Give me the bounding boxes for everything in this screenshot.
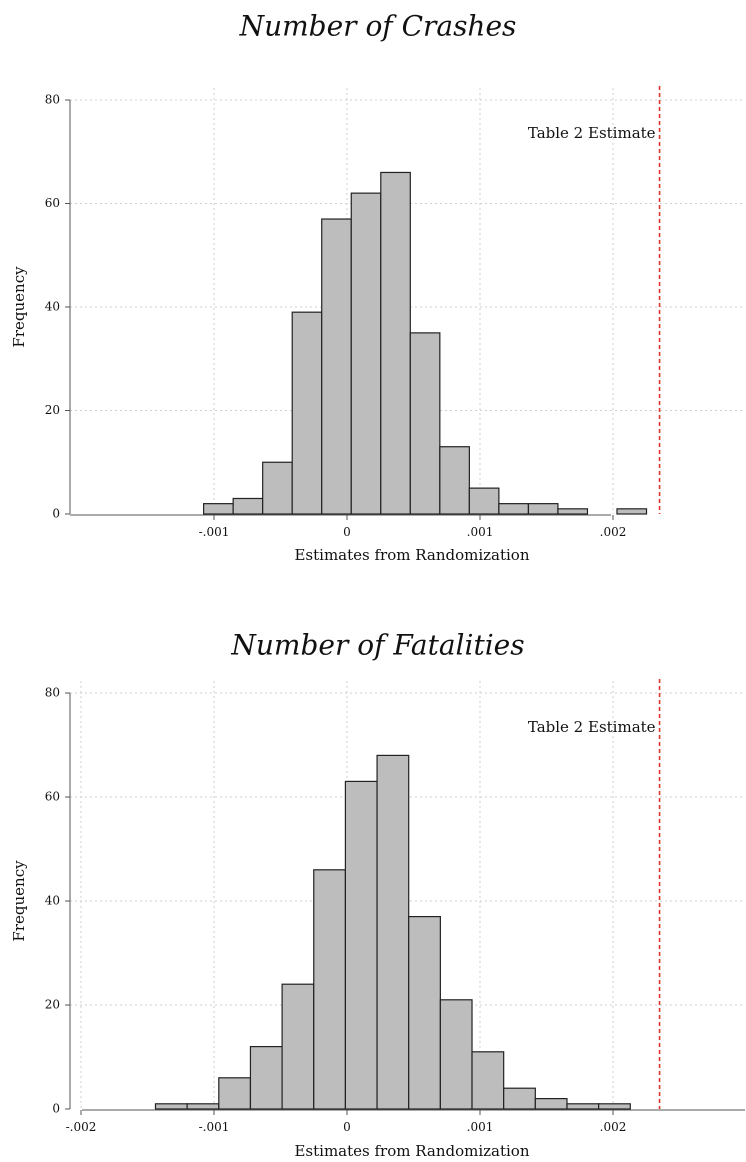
x-tick-label: 0 <box>343 525 351 539</box>
y-tick-label: 80 <box>45 686 60 700</box>
x-axis-label: Estimates from Randomization <box>294 1142 529 1160</box>
x-tick-label: .002 <box>600 525 627 539</box>
histogram-bar <box>498 503 530 515</box>
histogram-bar <box>232 497 264 515</box>
reference-line-label: Table 2 Estimate <box>528 718 656 736</box>
histogram-bar <box>439 446 470 515</box>
histogram-bar <box>350 192 382 515</box>
histogram-bar <box>527 503 559 515</box>
y-tick-label: 60 <box>45 196 60 210</box>
histogram-bar <box>503 1087 536 1110</box>
histogram-bar <box>218 1077 252 1110</box>
x-tick-label: 0 <box>343 1120 351 1134</box>
y-tick-label: 40 <box>45 300 60 314</box>
histogram-bar <box>313 869 347 1110</box>
x-tick-label: .001 <box>467 525 494 539</box>
y-tick-label: 20 <box>45 998 60 1012</box>
fatalities-histogram-panel: Number of Fatalities 0 20 40 60 80 -.002 -.001 0… <box>10 629 745 1160</box>
histogram-bar <box>203 503 234 515</box>
reference-line-label: Table 2 Estimate <box>528 124 656 142</box>
histogram-bar <box>376 754 410 1110</box>
histogram-bar <box>281 983 315 1110</box>
histogram-bar <box>249 1045 283 1110</box>
y-tick-label: 20 <box>45 403 60 417</box>
histogram-bar <box>380 171 411 515</box>
histogram-bar <box>468 487 500 515</box>
histogram-bar <box>321 218 352 515</box>
histogram-bar <box>262 461 293 515</box>
y-tick-label: 60 <box>45 790 60 804</box>
y-tick-label: 0 <box>52 507 60 521</box>
chart-title: Number of Crashes <box>239 10 517 43</box>
histogram-bar <box>534 1097 568 1110</box>
histogram-bar <box>408 915 441 1110</box>
histogram-bar <box>409 332 441 515</box>
y-tick-label: 80 <box>45 93 60 107</box>
histogram-bar <box>186 1103 220 1110</box>
x-tick-label: .002 <box>600 1120 627 1134</box>
histogram-bar <box>616 508 648 515</box>
crashes-histogram-panel: Number of Crashes 0 20 40 60 80 -.001 0 .001 .002… <box>10 10 745 564</box>
x-tick-label: -.001 <box>199 1120 230 1134</box>
histogram-bar <box>154 1103 188 1110</box>
histogram-bar <box>557 508 589 515</box>
histogram-bar <box>439 999 473 1110</box>
histogram-bar <box>344 780 378 1110</box>
histogram-bar <box>598 1103 631 1110</box>
histogram-bar <box>291 311 323 515</box>
y-axis-label: Frequency <box>10 266 28 348</box>
y-tick-label: 40 <box>45 894 60 908</box>
x-tick-label: .001 <box>467 1120 494 1134</box>
histogram-bar <box>566 1103 600 1110</box>
histogram-bar <box>471 1051 505 1110</box>
y-tick-label: 0 <box>52 1102 60 1116</box>
x-tick-label: -.002 <box>66 1120 97 1134</box>
x-axis-label: Estimates from Randomization <box>294 546 529 564</box>
x-tick-label: -.001 <box>199 525 230 539</box>
chart-title: Number of Fatalities <box>230 629 524 662</box>
y-axis-label: Frequency <box>10 860 28 942</box>
